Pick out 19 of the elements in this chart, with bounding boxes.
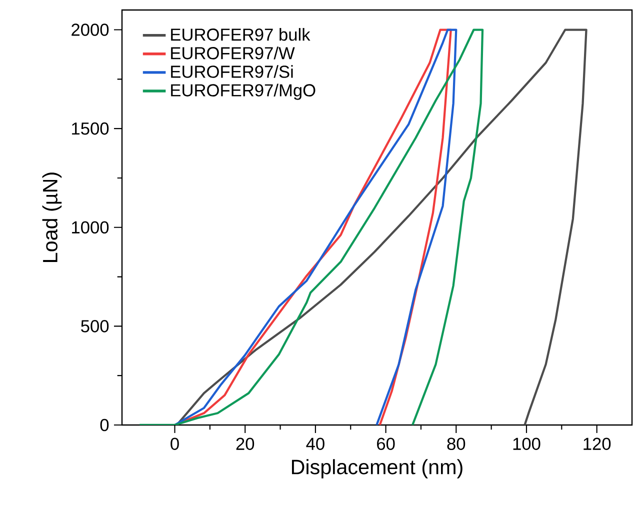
x-tick-label: 40 bbox=[306, 438, 324, 450]
y-tick-label: 0 bbox=[100, 418, 109, 432]
y-axis-title: Load (µN) bbox=[42, 172, 62, 262]
legend-label: EUROFER97/Si bbox=[171, 65, 293, 78]
y-tick-label: 1500 bbox=[72, 122, 109, 135]
x-tick-label: 60 bbox=[377, 438, 395, 450]
x-tick-label: 100 bbox=[513, 438, 540, 450]
y-tick-label: 1000 bbox=[72, 221, 109, 234]
legend-label: EUROFER97 bulk bbox=[171, 28, 310, 41]
x-tick-label: 20 bbox=[236, 438, 254, 450]
line-series bbox=[138, 28, 484, 425]
x-axis-title: Displacement (nm) bbox=[292, 459, 462, 478]
x-tick-label: 0 bbox=[170, 438, 179, 450]
x-tick-label: 80 bbox=[447, 438, 466, 450]
x-tick-label: 120 bbox=[584, 438, 611, 450]
y-tick-label: 500 bbox=[81, 320, 109, 332]
y-tick-label: 2000 bbox=[72, 24, 109, 36]
legend-label: EUROFER97/W bbox=[171, 46, 295, 60]
legend-label: EUROFER97/MgO bbox=[171, 84, 316, 100]
